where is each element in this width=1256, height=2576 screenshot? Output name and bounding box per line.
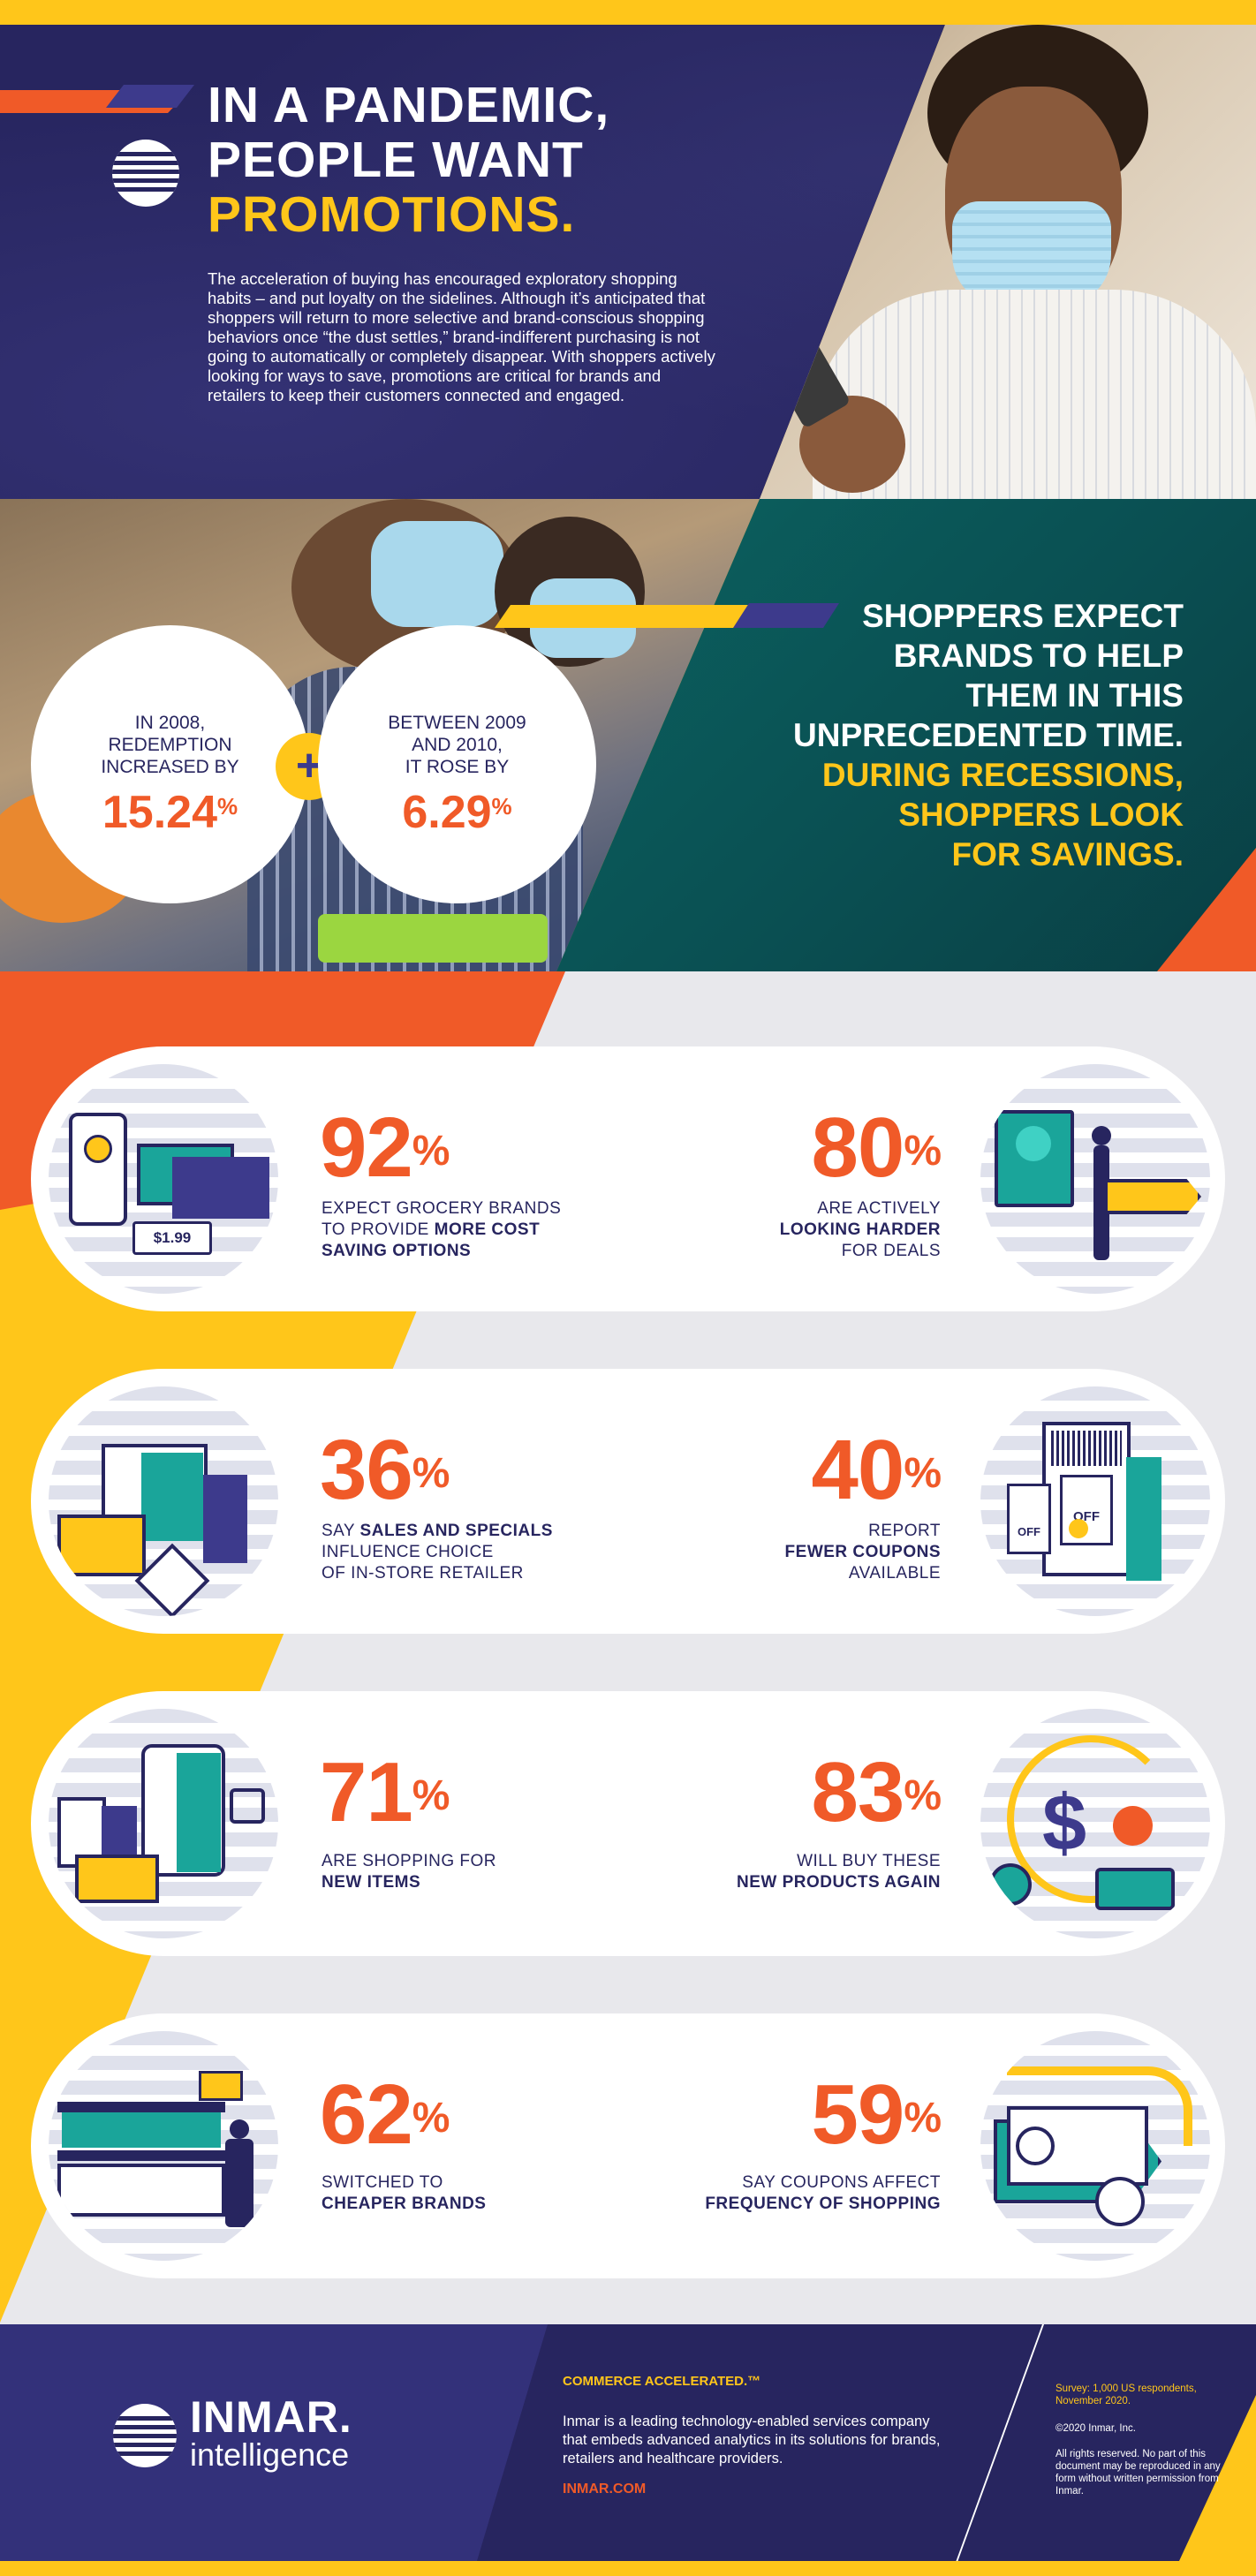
- stat-62-value: 62%: [320, 2067, 450, 2162]
- stat-40-description: REPORT FEWER COUPONS AVAILABLE: [784, 1522, 941, 1583]
- footer-tagline: COMMERCE ACCELERATED.™: [563, 2374, 761, 2389]
- stat-71-value: 71%: [320, 1745, 450, 1839]
- redemption-2009-value: 6.29%: [402, 787, 512, 838]
- stat-83-description: WILL BUY THESE NEW PRODUCTS AGAIN: [736, 1852, 941, 1892]
- repeat-purchase-icon: $: [980, 1709, 1210, 1938]
- footer-left-panel: [0, 2324, 548, 2561]
- footer-description: Inmar is a leading technology-enabled se…: [563, 2414, 941, 2466]
- title-line-3: PROMOTIONS.: [208, 186, 576, 243]
- title-line-1: IN A PANDEMIC,: [208, 77, 610, 133]
- redemption-2009-label: BETWEEN 2009 AND 2010, IT ROSE BY: [388, 713, 526, 777]
- footer-survey-note: Survey: 1,000 US respondents, November 2…: [1055, 2383, 1197, 2406]
- navy-accent-stripe: [106, 85, 194, 108]
- grocery-basket-icon: $1.99: [49, 1064, 278, 1294]
- shopper-coupon-icon: [980, 1064, 1210, 1294]
- store-shelf-shopper-icon: [49, 2031, 278, 2261]
- footer-brand-sub: intelligence: [190, 2436, 350, 2473]
- inmar-logo-icon: [112, 140, 179, 207]
- price-tag: $1.99: [132, 1221, 212, 1255]
- redemption-2008-circle: IN 2008, REDEMPTION INCREASED BY 15.24%: [31, 625, 309, 903]
- stat-59-value: 59%: [811, 2067, 942, 2162]
- redemption-2008-label: IN 2008, REDEMPTION INCREASED BY: [101, 713, 239, 777]
- stat-83-value: 83%: [811, 1745, 942, 1839]
- stat-80-description: ARE ACTIVELY LOOKING HARDER FOR DEALS: [779, 1199, 941, 1260]
- header-section: IN A PANDEMIC, PEOPLE WANT PROMOTIONS. T…: [0, 0, 1256, 499]
- stat-36-value: 36%: [320, 1423, 450, 1517]
- stat-59-description: SAY COUPONS AFFECT FREQUENCY OF SHOPPING: [705, 2173, 941, 2213]
- store-sale-icon: [49, 1386, 278, 1616]
- stat-71-description: ARE SHOPPING FOR NEW ITEMS: [322, 1852, 497, 1892]
- man-mask: [371, 521, 503, 627]
- inmar-footer-logo-icon: [113, 2404, 177, 2467]
- stat-62-description: SWITCHED TO CHEAPER BRANDS: [322, 2173, 487, 2213]
- footer-copyright: ©2020 Inmar, Inc.: [1055, 2423, 1136, 2434]
- off-tag-2: OFF: [1060, 1475, 1113, 1545]
- title-line-2: PEOPLE WANT: [208, 132, 584, 188]
- stat-36-description: SAY SALES AND SPECIALS INFLUENCE CHOICE …: [322, 1522, 553, 1583]
- stat-92-description: EXPECT GROCERY BRANDS TO PROVIDE MORE CO…: [322, 1199, 562, 1260]
- navy-accent-stripe-2: [733, 603, 839, 628]
- shopping-cart-handle: [318, 914, 548, 963]
- intro-paragraph: The acceleration of buying has encourage…: [208, 269, 715, 404]
- footer-website-link[interactable]: INMAR.COM: [563, 2482, 647, 2497]
- expectations-heading: SHOPPERS EXPECT BRANDS TO HELP THEM IN T…: [793, 598, 1184, 873]
- stat-40-value: 40%: [811, 1423, 942, 1517]
- coupon-frequency-icon: [980, 2031, 1210, 2261]
- new-items-phone-icon: [49, 1709, 278, 1938]
- recession-section: IN 2008, REDEMPTION INCREASED BY 15.24% …: [0, 499, 1256, 971]
- footer: INMAR. intelligence COMMERCE ACCELERATED…: [0, 2324, 1256, 2576]
- page-title: IN A PANDEMIC, PEOPLE WANT PROMOTIONS.: [208, 78, 738, 242]
- redemption-2008-value: 15.24%: [102, 787, 238, 838]
- footer-brand-name: INMAR.: [190, 2392, 352, 2442]
- stats-section: $1.99 92% EXPECT GROCERY BRANDS TO PROVI…: [0, 971, 1256, 2324]
- stat-80-value: 80%: [811, 1100, 942, 1195]
- coupon-receipt-icon: OFF OFF: [980, 1386, 1210, 1616]
- redemption-2009-circle: BETWEEN 2009 AND 2010, IT ROSE BY 6.29%: [318, 625, 596, 903]
- stat-92-value: 92%: [320, 1100, 450, 1195]
- footer-rights-notice: All rights reserved. No part of this doc…: [1055, 2449, 1221, 2497]
- off-tag-1: OFF: [1007, 1484, 1051, 1554]
